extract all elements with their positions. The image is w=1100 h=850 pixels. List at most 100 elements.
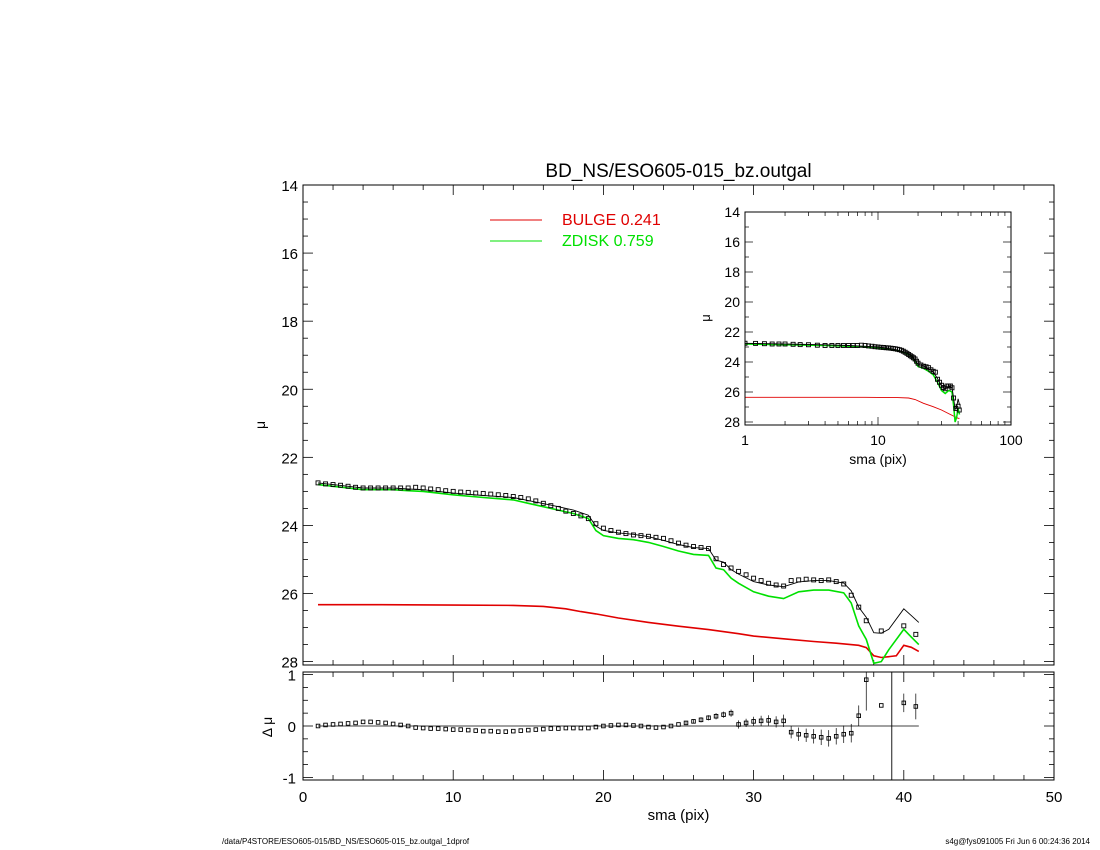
- inset-data-point: [761, 341, 767, 347]
- residual-point: [841, 731, 846, 737]
- data-point: [788, 578, 794, 584]
- residual-point: [803, 733, 809, 738]
- residual-x-tick-label: 0: [299, 789, 307, 806]
- data-point: [698, 545, 704, 551]
- residual-point: [428, 726, 433, 731]
- inset-y-tick-label: 18: [724, 264, 740, 280]
- residual-point: [413, 725, 418, 730]
- inset-data-point: [921, 363, 926, 369]
- inset-y-tick-label: 14: [724, 204, 740, 220]
- residual-point: [345, 721, 351, 726]
- data-point: [818, 578, 824, 584]
- residual-point: [631, 723, 636, 728]
- residual-point: [360, 719, 366, 725]
- data-point: [458, 489, 464, 495]
- inset-y-tick-label: 28: [724, 414, 740, 430]
- data-point: [728, 565, 734, 571]
- residual-point: [856, 713, 861, 718]
- inset-plot-frame: [744, 211, 1012, 426]
- inset-x-axis-label: sma (pix): [849, 451, 907, 467]
- data-point: [390, 485, 396, 491]
- residual-point: [913, 704, 919, 709]
- inset-data-point: [951, 395, 957, 401]
- residual-point: [616, 722, 621, 728]
- inset-data-point: [883, 345, 889, 351]
- data-point: [615, 529, 621, 535]
- data-point: [653, 534, 659, 540]
- inset-data-point: [814, 342, 820, 348]
- inset-data-point: [835, 343, 841, 348]
- residual-point: [743, 720, 749, 726]
- data-point: [593, 521, 599, 527]
- residual-point: [766, 718, 771, 723]
- data-point: [661, 535, 666, 541]
- footer-timestamp: s4g@fys091005 Fri Jun 6 00:24:36 2014: [945, 837, 1090, 846]
- inset-data-point: [822, 343, 828, 348]
- inset-data-point: [862, 343, 868, 348]
- legend-label: BULGE 0.241: [562, 212, 661, 229]
- residual-point: [496, 729, 501, 734]
- inset-data-point: [846, 343, 851, 348]
- residual-point: [526, 727, 531, 733]
- data-point: [878, 628, 884, 634]
- residual-point: [480, 728, 486, 734]
- data-point: [443, 488, 449, 494]
- residual-plot-frame: [302, 671, 1055, 781]
- data-point: [683, 542, 689, 548]
- inset-data-point: [932, 369, 938, 375]
- inset-background: [745, 212, 1011, 425]
- residual-point: [533, 727, 539, 732]
- residual-point: [736, 722, 741, 727]
- data-point: [848, 592, 854, 598]
- series-line-bulge: [318, 603, 920, 659]
- residual-point: [608, 723, 614, 728]
- data-point: [435, 487, 441, 493]
- data-point: [368, 485, 374, 491]
- data-point: [833, 579, 839, 585]
- inset-log-panel: 14 16 18 20 22 24 26 281 10 100 sma (pix) μ: [698, 204, 1023, 467]
- data-point: [676, 540, 681, 546]
- residual-point: [323, 722, 328, 728]
- inset-data-point: [918, 362, 924, 368]
- inset-data-point: [829, 343, 835, 348]
- residual-x-tick-label: 40: [895, 789, 912, 806]
- residual-point: [781, 718, 786, 724]
- inset-y-tick-label: 22: [724, 324, 740, 340]
- data-point: [548, 503, 554, 509]
- data-point: [338, 482, 343, 488]
- residual-plot-area: [315, 672, 919, 780]
- residual-point: [450, 727, 456, 732]
- residual-point: [698, 717, 704, 723]
- residual-point: [638, 723, 644, 729]
- residual-point: [556, 726, 561, 731]
- data-point: [503, 493, 509, 498]
- inset-data-point: [841, 343, 846, 348]
- data-point: [743, 572, 749, 578]
- data-point: [488, 491, 494, 497]
- y-tick-label: 28: [281, 655, 298, 672]
- y-tick-label: 14: [281, 178, 298, 195]
- inset-data-point: [875, 344, 881, 350]
- data-point: [721, 562, 727, 568]
- residual-point: [646, 724, 651, 730]
- residual-point: [901, 700, 907, 706]
- data-point: [638, 533, 644, 539]
- data-point: [796, 577, 802, 583]
- inset-data-point: [797, 342, 803, 348]
- data-point: [646, 533, 651, 539]
- data-point: [668, 538, 674, 544]
- main-plot-area: [315, 480, 920, 665]
- inset-data-point: [753, 340, 758, 346]
- residual-point: [353, 720, 358, 726]
- series-line-total: [317, 482, 920, 634]
- legend-label: ZDISK 0.759: [562, 233, 654, 250]
- residual-y-tick-label: 1: [288, 668, 296, 685]
- data-point: [630, 532, 636, 538]
- inset-data-point: [769, 341, 775, 347]
- residual-point: [578, 725, 584, 731]
- data-point: [495, 492, 501, 498]
- residual-point: [676, 722, 681, 727]
- residual-point: [541, 726, 546, 732]
- data-point: [540, 500, 546, 506]
